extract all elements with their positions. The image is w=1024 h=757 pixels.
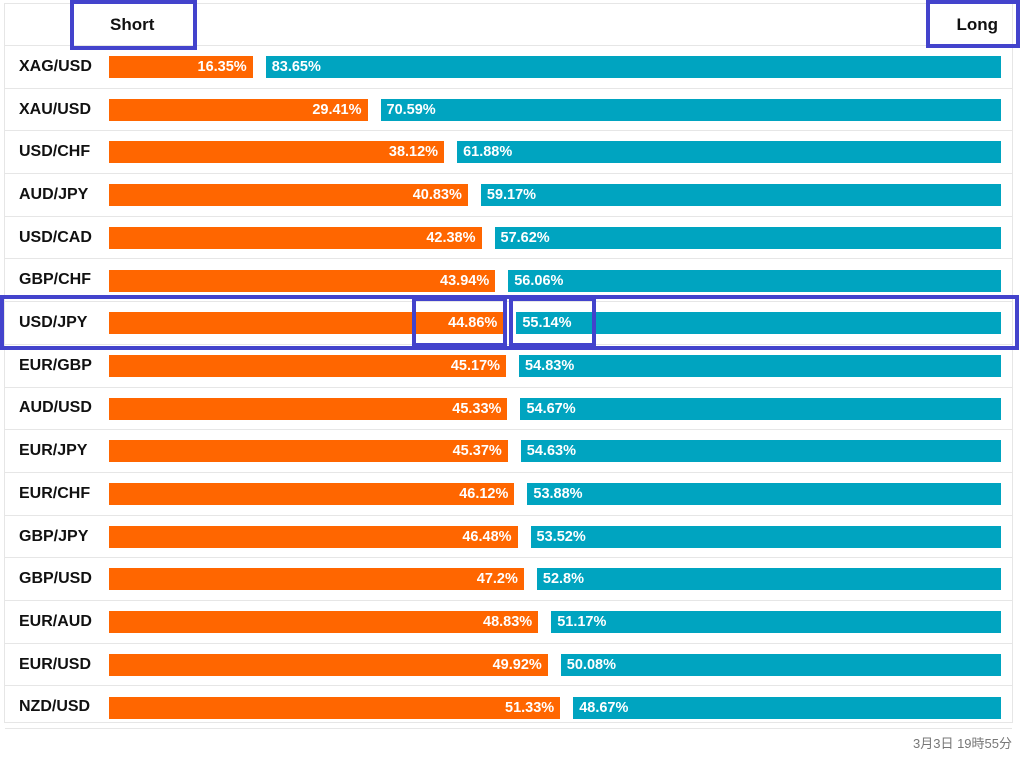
pair-row: XAU/USD 29.41% 70.59% — [5, 89, 1012, 132]
pair-label: GBP/CHF — [19, 271, 91, 289]
short-bar: 42.38% — [109, 226, 482, 249]
long-bar: 54.83% — [519, 354, 1001, 377]
long-bar: 53.88% — [527, 483, 1001, 505]
long-bar: 83.65% — [265, 56, 1001, 78]
short-bar: 38.12% — [109, 141, 445, 164]
long-bar: 54.63% — [520, 440, 1001, 463]
short-bar: 40.83% — [109, 184, 468, 207]
short-bar: 51.33% — [109, 696, 561, 719]
pair-label: XAU/USD — [19, 100, 92, 118]
short-bar: 16.35% — [109, 56, 253, 78]
update-timestamp: 3月3日 19時55分 — [913, 736, 1012, 751]
long-bar: 56.06% — [508, 269, 1001, 292]
pair-row: NZD/USD 51.33% 48.67% — [5, 687, 1012, 730]
short-bar: 45.33% — [109, 397, 508, 420]
pair-row: XAG/USD 16.35% 83.65% — [5, 46, 1012, 89]
pair-label: EUR/AUD — [19, 612, 92, 630]
position-ratio-chart: Short Long XAG/USD 16.35% 83.65% XAU/USD 29.… — [4, 3, 1013, 730]
short-bar: 46.48% — [109, 525, 518, 548]
pair-row: AUD/JPY 40.83% 59.17% — [5, 174, 1012, 217]
long-bar: 55.14% — [516, 312, 1001, 335]
long-bar: 70.59% — [380, 98, 1001, 121]
short-bar: 45.17% — [109, 354, 507, 377]
long-bar: 53.52% — [530, 525, 1001, 548]
pair-label: EUR/USD — [19, 655, 92, 673]
pair-row: EUR/JPY 45.37% 54.63% — [5, 430, 1012, 473]
pair-label: USD/CAD — [19, 228, 92, 246]
short-bar: 49.92% — [109, 653, 548, 676]
pair-row: EUR/AUD 48.83% 51.17% — [5, 601, 1012, 644]
pair-label: GBP/JPY — [19, 527, 89, 545]
pair-label: EUR/CHF — [19, 484, 91, 502]
long-bar: 59.17% — [480, 184, 1001, 207]
long-bar: 48.67% — [573, 696, 1001, 719]
short-bar: 46.12% — [109, 483, 515, 505]
pair-row: GBP/JPY 46.48% 53.52% — [5, 516, 1012, 559]
chart-header: Short Long — [5, 4, 1012, 46]
short-bar: 43.94% — [109, 269, 496, 292]
long-bar: 50.08% — [560, 653, 1001, 676]
pair-label: EUR/JPY — [19, 442, 88, 460]
short-bar: 44.86% — [109, 312, 504, 335]
pair-row: USD/CAD 42.38% 57.62% — [5, 217, 1012, 260]
pair-row: EUR/USD 49.92% 50.08% — [5, 644, 1012, 687]
pair-row: GBP/CHF 43.94% 56.06% — [5, 260, 1012, 303]
pair-row: EUR/GBP 45.17% 54.83% — [5, 345, 1012, 388]
pair-row: USD/CHF 38.12% 61.88% — [5, 131, 1012, 175]
long-bar: 54.67% — [520, 397, 1001, 420]
pair-label: USD/JPY — [19, 314, 88, 332]
pair-row: USD/JPY 44.86% 55.14% — [5, 302, 1012, 345]
short-bar: 48.83% — [109, 611, 539, 634]
short-bar: 47.2% — [109, 568, 524, 591]
pair-row: AUD/USD 45.33% 54.67% — [5, 388, 1012, 431]
long-bar: 51.17% — [551, 611, 1001, 634]
pair-label: USD/CHF — [19, 143, 91, 161]
short-bar: 29.41% — [109, 98, 368, 121]
long-bar: 57.62% — [494, 226, 1001, 249]
pair-row: GBP/USD 47.2% 52.8% — [5, 558, 1012, 602]
short-header-label: Short — [110, 15, 155, 34]
long-bar: 52.8% — [536, 568, 1001, 591]
pair-label: EUR/GBP — [19, 356, 92, 374]
pair-row: EUR/CHF 46.12% 53.88% — [5, 473, 1012, 516]
pair-label: GBP/USD — [19, 570, 92, 588]
long-header-label: Long — [956, 15, 998, 34]
pair-label: NZD/USD — [19, 698, 91, 716]
short-bar: 45.37% — [109, 440, 508, 463]
long-bar: 61.88% — [457, 141, 1001, 164]
pair-label: AUD/USD — [19, 399, 92, 417]
pair-label: XAG/USD — [19, 57, 92, 75]
pair-label: AUD/JPY — [19, 185, 89, 203]
